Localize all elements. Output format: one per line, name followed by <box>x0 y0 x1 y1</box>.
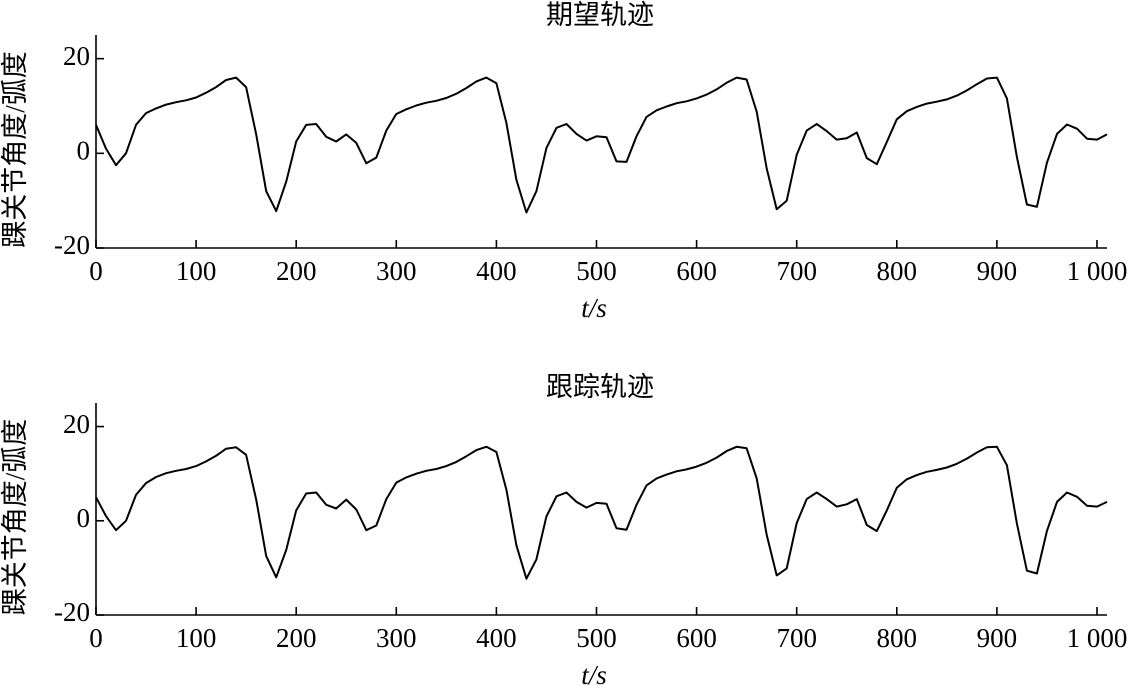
y-tick-label: 0 <box>77 136 91 166</box>
x-tick-label: 500 <box>576 256 617 286</box>
y-tick-label: 20 <box>63 41 90 71</box>
data-line <box>95 445 1108 580</box>
x-tick-label: 1 000 <box>1067 623 1128 653</box>
x-axis-label: t/s <box>581 660 607 686</box>
x-tick-label: 500 <box>576 623 617 653</box>
x-tick-label: 0 <box>89 256 103 286</box>
x-tick-label: 800 <box>877 623 918 653</box>
x-tick-label: 700 <box>776 256 817 286</box>
y-axis-label: 踝关节角度/弧度 <box>0 51 30 248</box>
x-tick-label: 200 <box>276 256 317 286</box>
x-tick-label: 800 <box>877 256 918 286</box>
y-tick-label: 20 <box>63 409 90 439</box>
x-tick-label: 700 <box>776 623 817 653</box>
x-tick-label: 600 <box>676 623 717 653</box>
x-tick-label: 200 <box>276 623 317 653</box>
chart-title: 跟踪轨迹 <box>546 372 654 402</box>
x-tick-label: 400 <box>476 623 517 653</box>
y-axis-label: 踝关节角度/弧度 <box>0 419 30 616</box>
x-tick-label: 900 <box>977 623 1018 653</box>
x-axis-label: t/s <box>581 293 607 323</box>
y-tick-label: -20 <box>54 230 90 260</box>
x-tick-label: 300 <box>376 623 417 653</box>
y-tick-label: -20 <box>54 597 90 627</box>
data-line <box>95 76 1108 214</box>
x-tick-label: 900 <box>977 256 1018 286</box>
x-tick-label: 100 <box>176 623 217 653</box>
x-tick-label: 100 <box>176 256 217 286</box>
y-tick-label: 0 <box>77 503 91 533</box>
x-tick-label: 400 <box>476 256 517 286</box>
x-tick-label: 600 <box>676 256 717 286</box>
x-tick-label: 300 <box>376 256 417 286</box>
x-tick-label: 1 000 <box>1067 256 1128 286</box>
x-tick-label: 0 <box>89 623 103 653</box>
chart-title: 期望轨迹 <box>546 0 654 30</box>
